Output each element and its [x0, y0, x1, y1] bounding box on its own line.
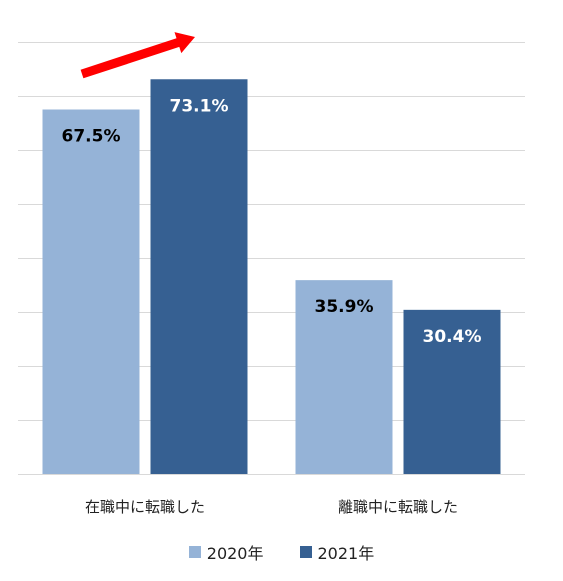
legend-item-2020: 2020年	[188, 540, 264, 564]
legend-swatch-2021	[299, 546, 312, 558]
legend-label-2020: 2020年	[206, 544, 264, 563]
legend-swatch-2020	[188, 546, 201, 558]
legend-item-2021: 2021年	[299, 540, 375, 564]
bar-value-label: 67.5%	[62, 127, 121, 147]
category-labels: 在職中に転職した 離職中に転職した	[85, 498, 458, 516]
bar-value-label: 30.4%	[423, 327, 482, 347]
bar-2021年-0	[150, 79, 248, 474]
arrow-shape	[80, 32, 195, 79]
bar-value-labels: 67.5% 73.1% 35.9% 30.4%	[62, 96, 482, 347]
category-label: 離職中に転職した	[338, 498, 458, 516]
trend-arrow-icon	[80, 32, 195, 79]
bar-2020年-0	[42, 109, 140, 474]
category-label: 在職中に転職した	[85, 498, 205, 516]
bar-value-label: 35.9%	[315, 297, 374, 317]
bar-2021年-1	[403, 309, 501, 474]
legend-label-2021: 2021年	[317, 544, 375, 563]
legend: 2020年 2021年	[0, 540, 563, 564]
bars	[42, 79, 501, 474]
bar-chart: 67.5% 73.1% 35.9% 30.4% 在職中に転職した 離職中に転職した	[18, 32, 525, 516]
bar-value-label: 73.1%	[170, 96, 229, 116]
bar-2020年-1	[295, 280, 393, 474]
